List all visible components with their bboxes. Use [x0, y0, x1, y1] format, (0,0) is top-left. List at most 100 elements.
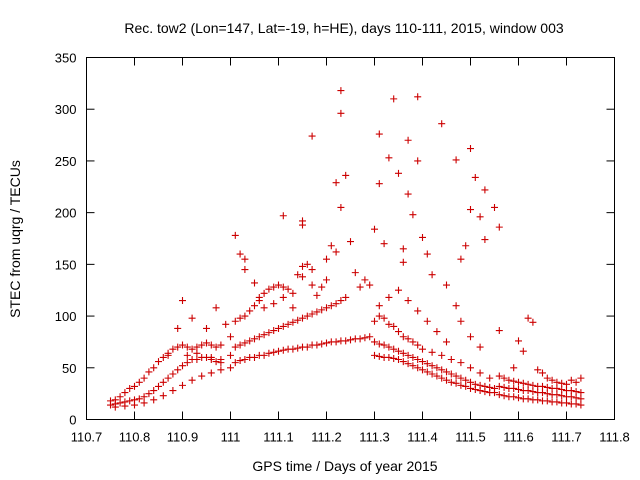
data-point [375, 130, 383, 138]
x-tick-label: 110.7 [71, 430, 103, 445]
data-point [380, 314, 388, 322]
data-point [299, 273, 306, 281]
data-point [179, 297, 186, 305]
data-point [174, 324, 182, 332]
data-point [371, 317, 378, 325]
data-point [577, 389, 585, 397]
data-point [399, 349, 407, 357]
data-point [457, 374, 465, 382]
data-point [519, 379, 527, 387]
data-point [390, 322, 398, 330]
data-point [308, 132, 316, 140]
data-point [116, 399, 124, 407]
y-tick-label: 200 [55, 206, 77, 221]
data-point [231, 317, 239, 325]
data-point [255, 333, 263, 341]
data-point [337, 109, 345, 117]
data-point [471, 173, 479, 181]
data-point [289, 289, 297, 297]
data-point [510, 393, 518, 401]
data-point [323, 276, 330, 284]
data-point [524, 387, 532, 395]
data-point [294, 344, 302, 352]
data-point [447, 356, 455, 364]
data-point [404, 335, 412, 343]
data-point [375, 340, 383, 348]
data-point [183, 343, 191, 351]
data-point [116, 393, 124, 401]
data-point [332, 300, 340, 308]
data-point [371, 351, 378, 359]
data-point [428, 362, 436, 370]
data-point [323, 304, 330, 312]
data-point [337, 203, 345, 211]
data-point [356, 335, 364, 343]
plot-frame [86, 57, 615, 420]
data-point [467, 384, 474, 392]
data-point [452, 302, 460, 310]
data-point [395, 169, 402, 177]
data-point [529, 318, 537, 326]
data-point [227, 364, 234, 372]
data-point [438, 366, 446, 374]
data-point [270, 283, 278, 291]
data-point [265, 285, 273, 293]
data-point [188, 376, 196, 384]
data-point [539, 389, 546, 397]
data-point [380, 240, 388, 248]
data-point [193, 356, 201, 364]
data-point [519, 347, 527, 355]
data-point [255, 297, 263, 305]
data-point [236, 314, 244, 322]
data-point [404, 190, 412, 198]
data-point [409, 211, 417, 219]
data-point [270, 327, 278, 335]
data-point [303, 260, 311, 268]
data-point [270, 348, 278, 356]
data-point [332, 338, 340, 346]
data-point [414, 364, 422, 372]
data-point [567, 387, 575, 395]
data-point [510, 364, 518, 372]
data-point [515, 386, 522, 394]
data-point [563, 399, 570, 407]
data-point [572, 394, 580, 402]
data-point [390, 345, 398, 353]
data-point [294, 271, 302, 279]
data-point [337, 297, 345, 305]
data-point [491, 203, 498, 211]
data-point [419, 233, 426, 241]
data-point [481, 382, 489, 390]
data-point [174, 343, 182, 351]
data-point [217, 366, 225, 374]
data-point [270, 300, 278, 308]
data-point [159, 353, 167, 361]
data-point [385, 343, 393, 351]
data-point [203, 324, 210, 332]
data-point [332, 248, 340, 256]
data-point [404, 360, 412, 368]
data-point [342, 171, 350, 179]
data-point [539, 382, 546, 390]
data-point [231, 343, 239, 351]
data-point [284, 320, 292, 328]
data-point [563, 380, 570, 388]
data-point [404, 351, 412, 359]
data-point [231, 231, 239, 239]
data-point [294, 316, 302, 324]
data-point [414, 307, 422, 315]
data-point [548, 376, 556, 384]
data-point [356, 283, 364, 291]
data-point [443, 281, 450, 289]
data-point [212, 358, 220, 366]
data-point [399, 258, 407, 266]
data-point [198, 341, 206, 349]
data-point [438, 120, 446, 128]
y-tick-label: 0 [69, 413, 76, 428]
data-point [275, 281, 282, 289]
data-point [486, 383, 494, 391]
data-point [385, 293, 393, 301]
data-point [303, 312, 311, 320]
data-point [361, 334, 369, 342]
data-point [438, 374, 446, 382]
